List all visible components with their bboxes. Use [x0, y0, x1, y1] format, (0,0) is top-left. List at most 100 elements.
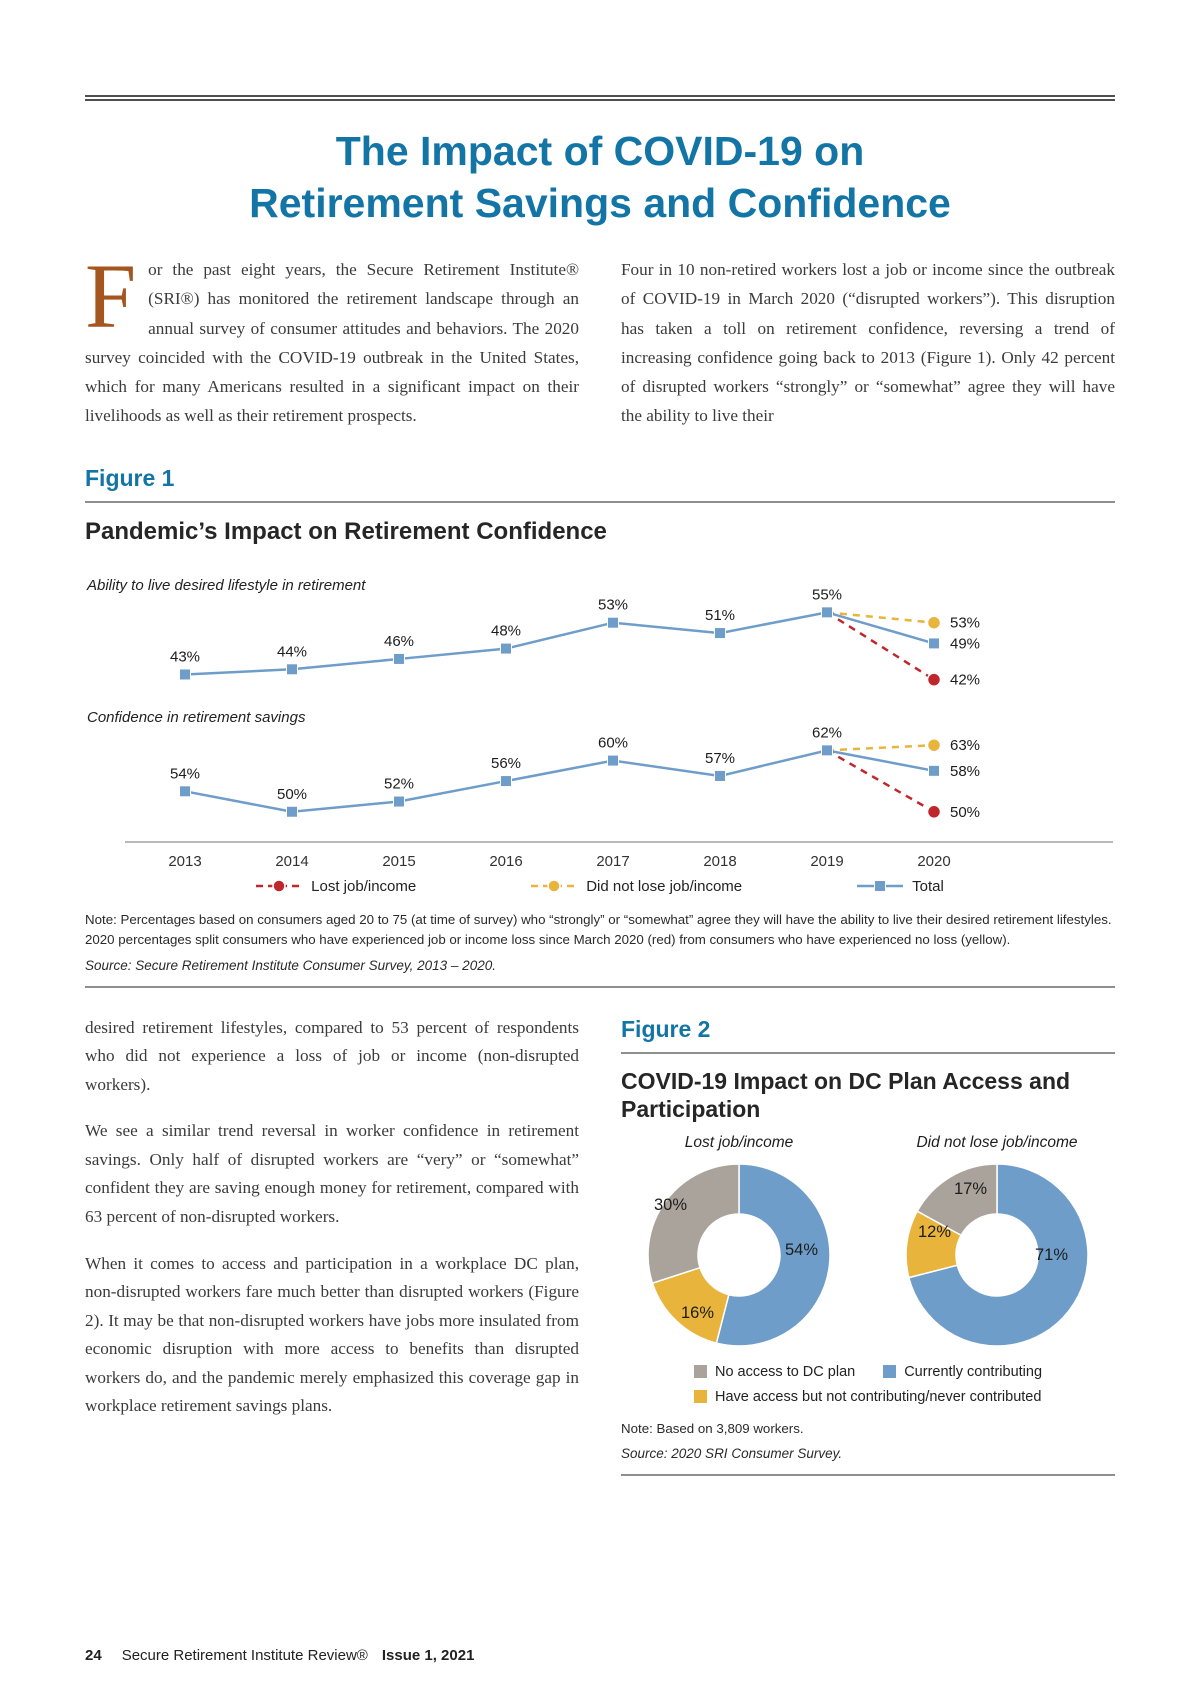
- value-label: 53%: [950, 614, 980, 631]
- value-label: 51%: [705, 607, 735, 624]
- total-marker: [500, 774, 512, 787]
- lost-marker: [926, 671, 942, 687]
- total-marker: [179, 668, 191, 681]
- slice-label-no-access: 17%: [954, 1179, 988, 1198]
- donut-chart-did-not-lose: [905, 1163, 1089, 1347]
- x-tick-label: 2013: [168, 853, 201, 870]
- figure2-label: Figure 2: [621, 1015, 711, 1042]
- value-label: 54%: [170, 765, 200, 782]
- donut1-header: Lost job/income: [684, 1133, 794, 1151]
- value-label: 53%: [598, 596, 628, 613]
- donut-slice: [907, 1163, 1089, 1347]
- drop-cap: F: [85, 245, 137, 348]
- value-label: 43%: [170, 648, 200, 665]
- donut-slice: [715, 1163, 831, 1347]
- slice-label-have-access: 16%: [681, 1303, 715, 1322]
- value-label: 42%: [950, 671, 980, 688]
- value-label: 44%: [277, 643, 307, 660]
- body-paragraph-2: We see a similar trend reversal in worke…: [85, 1121, 579, 1227]
- value-label: 50%: [950, 803, 980, 820]
- legend-marker-icon: [531, 879, 578, 893]
- value-label: 63%: [950, 737, 980, 754]
- intro-left-text: or the past eight years, the Secure Reti…: [85, 260, 579, 426]
- value-label: 55%: [812, 586, 842, 603]
- donut1-wrap: 54% 16% 30%: [644, 1160, 834, 1350]
- body-paragraph-1: desired retirement lifestyles, compared …: [85, 1017, 579, 1094]
- donut-block-did-not-lose: Did not lose job/income 71% 12% 17%: [879, 1134, 1115, 1350]
- legend-item-did-not-lose-job-income: Did not lose job/income: [531, 878, 742, 895]
- figure-1-section: Figure 1 Pandemic’s Impact on Retirement…: [85, 465, 1115, 988]
- value-label: 50%: [277, 785, 307, 802]
- page-footer: 24 Secure Retirement Institute Review® Iss…: [85, 1647, 474, 1664]
- donut-block-lost-job: Lost job/income 54% 16% 30%: [621, 1134, 857, 1350]
- top-double-rule: [85, 95, 1115, 101]
- body-paragraph-3: When it comes to access and participatio…: [85, 1253, 579, 1416]
- figure2-note: Note: Based on 3,809 workers.: [621, 1420, 804, 1436]
- did-not-lose-dashed-line: [826, 610, 935, 624]
- figure1-line-chart: 2013 2014 2015 2016 2017 2018 2019 2020 Ability …: [86, 577, 1113, 870]
- did-not-lose-dashed-line: [826, 743, 935, 752]
- total-marker: [821, 743, 833, 756]
- total-marker: [500, 642, 512, 655]
- x-tick-label: 2018: [703, 853, 736, 870]
- legend-label: Lost job/income: [311, 877, 417, 895]
- donut-slice: [647, 1163, 740, 1284]
- figure2-title: COVID-19 Impact on DC Plan Access and Pa…: [621, 1067, 1071, 1123]
- did-not-lose-marker: [926, 737, 942, 753]
- total-marker: [607, 616, 619, 629]
- slice-label-no-access: 30%: [654, 1195, 688, 1214]
- donut2-header: Did not lose job/income: [916, 1133, 1078, 1151]
- total-marker: [714, 626, 726, 639]
- x-tick-label: 2019: [810, 853, 843, 870]
- total-marker: [286, 805, 298, 818]
- legend-item-no-access-to-dc-plan: No access to DC plan: [693, 1363, 856, 1380]
- legend-label: No access to DC plan: [714, 1363, 856, 1380]
- x-tick-label: 2017: [596, 853, 629, 870]
- legend-label: Did not lose job/income: [586, 877, 743, 895]
- total-marker: [928, 764, 940, 777]
- value-label: 48%: [491, 622, 521, 639]
- figure-2-section: Figure 2 COVID-19 Impact on DC Plan Acce…: [621, 1014, 1115, 1477]
- total-marker: [928, 636, 940, 649]
- total-marker: [607, 754, 619, 767]
- legend-label: Have access but not contributing/never c…: [714, 1388, 1042, 1405]
- legend-marker-icon: [256, 879, 303, 893]
- legend-row: Have access but not contributing/never c…: [693, 1388, 1042, 1405]
- figure1-label: Figure 1: [85, 464, 175, 491]
- x-tick-label: 2014: [275, 853, 308, 870]
- figure1-legend: Lost job/income Did not lose job/income To…: [85, 878, 1115, 895]
- lower-columns: desired retirement lifestyles, compared …: [85, 1014, 1115, 1477]
- value-label: 58%: [950, 762, 980, 779]
- figure2-bottom-rule: [621, 1474, 1115, 1477]
- value-label: 52%: [384, 775, 414, 792]
- total-marker: [179, 784, 191, 797]
- figure1-title: Pandemic’s Impact on Retirement Confiden…: [85, 517, 607, 545]
- total-line: [184, 748, 935, 813]
- donut2-wrap: 71% 12% 17%: [902, 1160, 1092, 1350]
- legend-swatch: [693, 1390, 707, 1404]
- legend-row: No access to DC plan Currently contributi…: [693, 1363, 1043, 1380]
- total-marker: [393, 652, 405, 665]
- total-line: [184, 610, 935, 676]
- page-number: 24: [85, 1647, 102, 1664]
- publication-name: Secure Retirement Institute Review®: [121, 1647, 368, 1664]
- legend-item-have-access-but-not-contributi: Have access but not contributing/never c…: [693, 1388, 1042, 1405]
- slice-label-contributing: 71%: [1035, 1245, 1069, 1264]
- value-label: 49%: [950, 635, 980, 652]
- x-tick-label: 2015: [382, 853, 415, 870]
- slice-label-have-access: 12%: [918, 1222, 952, 1241]
- value-label: 57%: [705, 749, 735, 766]
- article-title: The Impact of COVID-19 on Retirement Sav…: [85, 125, 1115, 229]
- issue-label: Issue 1, 2021: [381, 1647, 475, 1664]
- figure1-top-rule: [85, 500, 1115, 503]
- article-title-line1: The Impact of COVID-19 on: [335, 128, 865, 174]
- figure1-bottom-rule: [85, 985, 1115, 988]
- legend-marker-icon: [857, 880, 904, 893]
- value-label: 62%: [812, 724, 842, 741]
- legend-label: Currently contributing: [904, 1363, 1043, 1380]
- x-tick-label: 2020: [917, 853, 950, 870]
- magazine-page: The Impact of COVID-19 on Retirement Sav…: [0, 95, 1200, 1664]
- figure1-source: Source: Secure Retirement Institute Cons…: [85, 957, 496, 973]
